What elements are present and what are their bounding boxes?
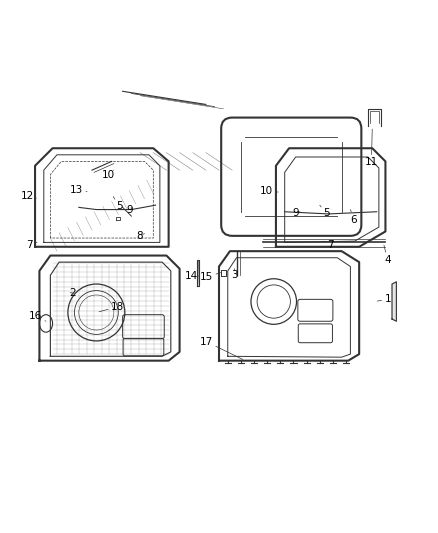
Text: 17: 17 bbox=[200, 337, 243, 359]
Text: 9: 9 bbox=[126, 205, 133, 215]
Text: 15: 15 bbox=[200, 272, 221, 282]
Text: 9: 9 bbox=[292, 208, 300, 218]
Text: 10: 10 bbox=[102, 170, 115, 180]
Text: 16: 16 bbox=[29, 311, 46, 321]
Text: 11: 11 bbox=[365, 129, 378, 167]
Text: 3: 3 bbox=[231, 269, 238, 280]
Text: 4: 4 bbox=[384, 245, 391, 265]
Text: 8: 8 bbox=[136, 231, 145, 241]
Text: 13: 13 bbox=[70, 185, 87, 195]
Text: 2: 2 bbox=[69, 288, 76, 298]
Text: 14: 14 bbox=[185, 271, 199, 281]
Text: 5: 5 bbox=[320, 205, 330, 218]
Text: 7: 7 bbox=[324, 240, 334, 251]
Text: 10: 10 bbox=[260, 186, 278, 196]
Text: 12: 12 bbox=[21, 191, 37, 201]
Polygon shape bbox=[392, 282, 396, 321]
Text: 5: 5 bbox=[113, 197, 123, 212]
Text: 7: 7 bbox=[26, 240, 37, 251]
Text: 18: 18 bbox=[99, 302, 124, 312]
Text: 6: 6 bbox=[350, 209, 357, 224]
Text: 1: 1 bbox=[377, 294, 391, 304]
